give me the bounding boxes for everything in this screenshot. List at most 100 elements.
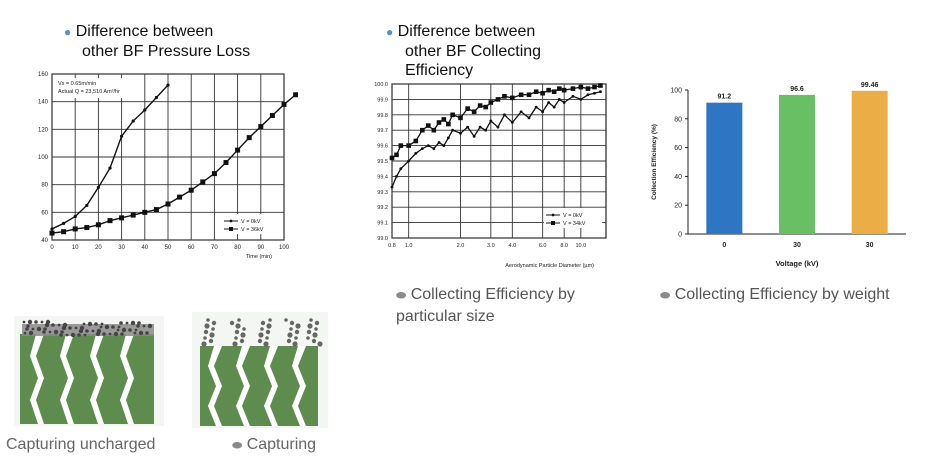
efficiency-by-size-chart: 0.8 1.0 2.0 3.0 4.0 6.0 8.0 10.0 99.0 99.1 99.2 99.… <box>374 82 607 269</box>
data-point <box>510 95 515 101</box>
data-point <box>495 97 501 102</box>
data-point <box>441 117 447 122</box>
data-point <box>527 116 531 120</box>
data-point <box>211 171 217 177</box>
dust-particle <box>100 322 104 326</box>
y-tick-label: 80 <box>674 116 682 123</box>
data-point <box>143 108 147 112</box>
data-point <box>483 104 488 110</box>
x-tick-label: 50 <box>165 245 172 251</box>
data-point <box>389 155 395 161</box>
dust-particle <box>258 332 264 338</box>
data-point <box>120 134 124 138</box>
dust-particle <box>104 324 110 330</box>
data-point <box>552 105 556 109</box>
y-tick-label: 40 <box>674 174 682 181</box>
data-point <box>557 98 561 101</box>
dust-particle <box>138 330 144 336</box>
data-point <box>293 92 298 98</box>
legend-marker <box>551 213 555 217</box>
data-point <box>578 84 584 90</box>
bullet-icon: ⬬ <box>660 288 671 302</box>
data-point <box>395 175 398 178</box>
dust-particle <box>201 341 207 347</box>
dust-particle <box>287 332 293 338</box>
dust-particle <box>240 332 246 338</box>
y-tick-label: 99.4 <box>377 174 388 180</box>
dust-particle <box>289 320 295 326</box>
y-tick-label: 140 <box>38 100 49 106</box>
dust-particle <box>145 331 149 335</box>
data-point <box>153 207 159 213</box>
data-point <box>571 94 575 98</box>
data-point <box>131 119 135 123</box>
dust-particle <box>25 327 29 331</box>
dust-particle <box>22 320 26 324</box>
dust-particles <box>22 319 153 338</box>
pleat <box>90 334 104 424</box>
dust-particle <box>284 318 288 322</box>
dust-particle <box>294 336 298 340</box>
y-tick-label: 99.7 <box>377 128 388 134</box>
data-point <box>85 203 89 208</box>
charged-filter-illustration <box>192 312 328 428</box>
x-tick-label: 30 <box>866 242 874 249</box>
pleat <box>30 334 44 424</box>
dust-particle <box>237 318 241 322</box>
data-point <box>432 147 436 151</box>
x-tick-label: 20 <box>95 245 102 251</box>
data-point <box>73 214 77 219</box>
dust-particle <box>94 322 98 326</box>
data-point <box>472 134 476 138</box>
data-point <box>188 187 194 193</box>
dust-particle <box>134 328 138 332</box>
data-point <box>119 215 125 221</box>
dust-particle <box>234 336 238 340</box>
data-point <box>541 110 545 114</box>
dust-particle <box>292 341 298 347</box>
y-tick-label: 99.6 <box>377 144 388 150</box>
data-point <box>413 138 419 144</box>
dust-particle <box>260 320 266 326</box>
data-point <box>165 201 171 207</box>
bar-value-label: 96.6 <box>790 86 804 93</box>
uncharged-filter-illustration <box>14 316 164 426</box>
dust-particle <box>53 329 59 335</box>
note-background <box>55 78 125 98</box>
data-point <box>130 212 136 218</box>
x-tick-label: 0 <box>50 245 54 251</box>
y-tick-label: 40 <box>41 238 48 244</box>
legend-label: V = 0kV <box>241 219 261 225</box>
x-tick-label: 2.0 <box>457 243 465 249</box>
data-point <box>166 83 170 87</box>
dust-particle <box>111 325 115 329</box>
data-point <box>442 144 446 147</box>
pressure-loss-heading-line1: Difference between <box>75 23 214 40</box>
dust-particle <box>70 332 76 338</box>
data-point <box>478 125 482 129</box>
dust-particle <box>113 331 119 337</box>
y-tick-label: 60 <box>41 210 48 216</box>
bar-value-label: 99.46 <box>861 82 879 89</box>
dust-particle <box>232 341 238 347</box>
x-tick-label: 0.8 <box>388 243 396 249</box>
dust-particle <box>133 331 137 335</box>
dust-particle <box>306 336 310 340</box>
data-point <box>570 86 576 91</box>
data-point <box>398 143 404 148</box>
efficiency-by-weight-chart: 0 20 40 60 80 100 91.2 0 96.6 30 99.46 30 Voltage (k… <box>651 82 906 268</box>
pressure-loss-heading: ● Difference between other BF Pressure L… <box>64 22 250 61</box>
bullet-icon: ⬬ <box>396 288 407 302</box>
y-tick-label: 99.5 <box>377 159 388 165</box>
data-point <box>420 127 425 133</box>
data-point <box>510 121 514 124</box>
legend-marker <box>229 227 233 231</box>
data-point <box>406 143 411 148</box>
dust-particle <box>99 325 103 329</box>
data-point <box>281 101 287 107</box>
x-tick-label: 8.0 <box>560 243 568 249</box>
dust-particle <box>307 323 313 329</box>
dust-particle <box>317 341 323 347</box>
dust-particle <box>229 320 235 326</box>
bullet-icon: ● <box>386 25 394 39</box>
